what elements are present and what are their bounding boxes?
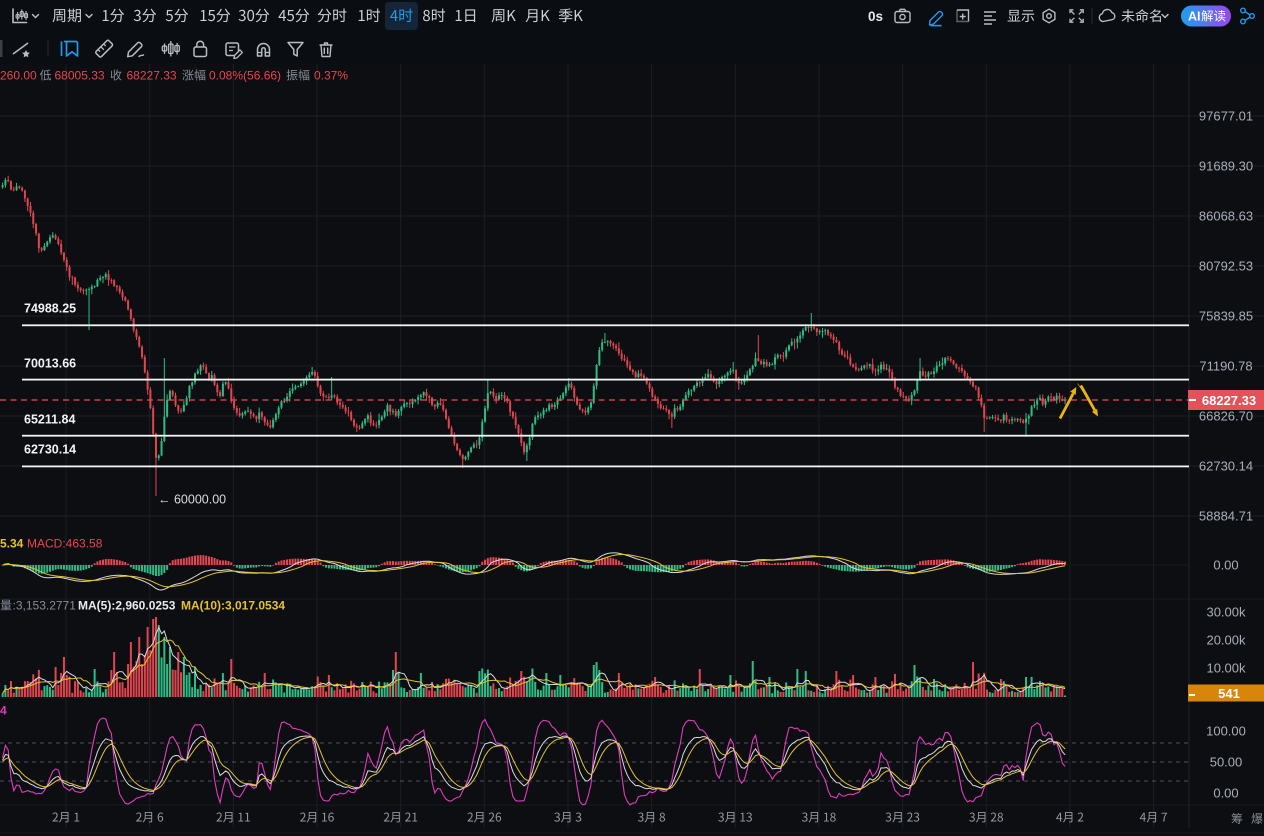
svg-text:← 60000.00: ← 60000.00 <box>158 493 226 507</box>
svg-text:62730.14: 62730.14 <box>1199 459 1253 474</box>
svg-text:MA(10):3,017.0534: MA(10):3,017.0534 <box>181 599 285 613</box>
svg-text:0s: 0s <box>868 9 883 24</box>
svg-text:30.00k: 30.00k <box>1206 605 1246 620</box>
svg-text:97677.01: 97677.01 <box>1199 109 1253 124</box>
svg-text:58884.71: 58884.71 <box>1199 509 1253 524</box>
svg-text:5.34: 5.34 <box>0 537 24 551</box>
svg-text:91689.30: 91689.30 <box>1199 159 1253 174</box>
svg-text:10.00k: 10.00k <box>1206 661 1246 676</box>
svg-text:70013.66: 70013.66 <box>24 357 76 371</box>
svg-text:80792.53: 80792.53 <box>1199 259 1253 274</box>
svg-text:71190.78: 71190.78 <box>1199 359 1252 374</box>
svg-text:MACD:463.58: MACD:463.58 <box>27 537 103 551</box>
svg-text:74988.25: 74988.25 <box>24 302 76 316</box>
svg-text:541: 541 <box>1218 686 1240 701</box>
svg-text:MA(5):2,960.0253: MA(5):2,960.0253 <box>78 599 176 613</box>
svg-text:100.00: 100.00 <box>1206 724 1246 739</box>
svg-text:0.00: 0.00 <box>1213 558 1238 573</box>
svg-text:68005.33: 68005.33 <box>55 69 105 83</box>
svg-text:4: 4 <box>0 704 7 718</box>
svg-text:0.08%(56.66): 0.08%(56.66) <box>209 69 281 83</box>
svg-text:0.00: 0.00 <box>1213 786 1238 801</box>
svg-text:50.00: 50.00 <box>1210 755 1243 770</box>
svg-text:68227.33: 68227.33 <box>127 69 177 83</box>
svg-text::3,153.2771: :3,153.2771 <box>13 599 77 613</box>
svg-text:20.00k: 20.00k <box>1206 633 1246 648</box>
svg-text:AI: AI <box>1188 10 1201 24</box>
svg-text:68227.33: 68227.33 <box>1202 393 1256 408</box>
svg-text:0.37%: 0.37% <box>314 69 348 83</box>
svg-text:86068.63: 86068.63 <box>1199 209 1253 224</box>
svg-text:75839.85: 75839.85 <box>1199 309 1253 324</box>
svg-text:260.00: 260.00 <box>0 69 37 83</box>
svg-text:65211.84: 65211.84 <box>24 413 75 427</box>
svg-text:66826.70: 66826.70 <box>1199 409 1253 424</box>
svg-text:62730.14: 62730.14 <box>24 443 76 457</box>
